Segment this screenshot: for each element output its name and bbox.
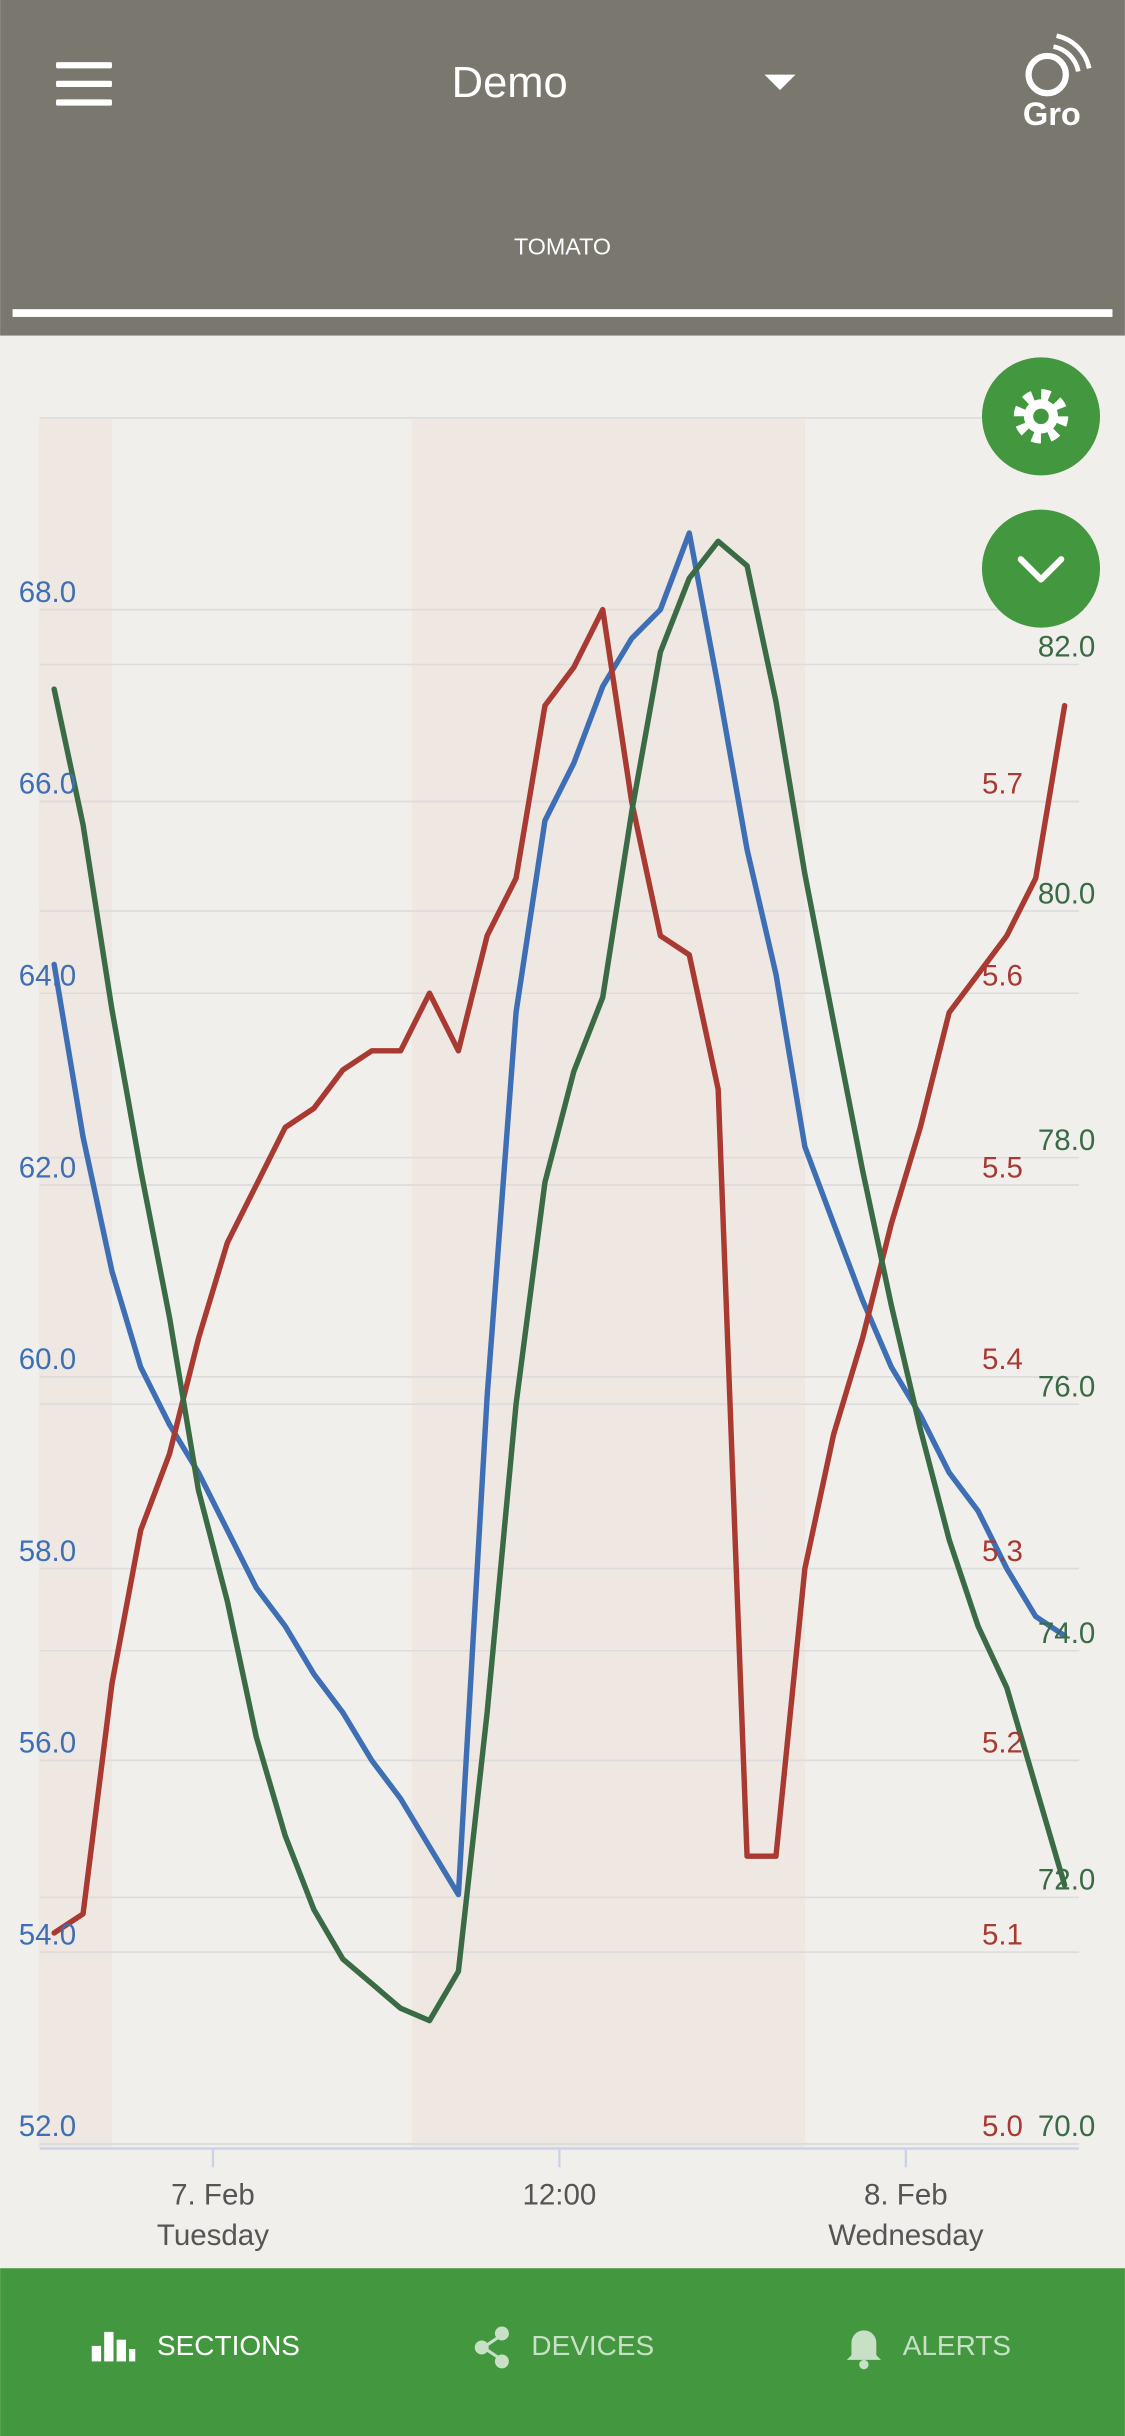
menu-button[interactable] — [56, 62, 112, 106]
series-line — [51, 538, 1068, 2024]
plot — [51, 530, 1068, 2024]
nav-icon — [91, 2345, 102, 2362]
logo: Gro — [1023, 33, 1092, 132]
y-tick-label: 70.0 — [1038, 2110, 1095, 2143]
y-tick-label: 54.0 — [19, 1918, 76, 1951]
gear-hole — [1033, 408, 1049, 425]
x-tick-label: 7. Feb — [171, 2179, 255, 2212]
y-tick-label: 56.0 — [19, 1727, 76, 1760]
series-line — [51, 530, 1068, 1898]
nav-icon — [116, 2339, 126, 2362]
nav-devices[interactable]: DEVICES — [474, 2326, 654, 2369]
y-tick-label: 5.3 — [982, 1535, 1023, 1568]
nav-icon — [846, 2330, 881, 2360]
y-tick-label: 5.5 — [982, 1151, 1023, 1184]
logo-wave — [1052, 44, 1081, 73]
y-tick-label: 80.0 — [1038, 877, 1095, 910]
chevron — [1017, 556, 1065, 583]
bottom-nav — [0, 2268, 1125, 2436]
nav-icon — [474, 2340, 489, 2355]
y-tick-label: 74.0 — [1038, 1617, 1095, 1650]
settings-button[interactable] — [981, 357, 1101, 476]
axis-labels: 52.0 54.0 56.0 58.0 60.0 62.0 64.0 66.0 68.0 5.0 5… — [19, 576, 1096, 2252]
nav-icon — [129, 2349, 136, 2362]
y-tick-label: 5.4 — [982, 1343, 1023, 1376]
x-tick-label: 12:00 — [522, 2179, 596, 2212]
nav-icon — [494, 2326, 509, 2341]
y-tick-label: 72.0 — [1038, 1864, 1095, 1897]
tab-indicator — [12, 309, 1113, 317]
logo-wave — [1055, 33, 1092, 69]
y-tick-label: 64.0 — [19, 960, 76, 993]
nav-label: ALERTS — [903, 2330, 1011, 2361]
y-tick-label: 60.0 — [19, 1343, 76, 1376]
fab — [981, 509, 1101, 628]
y-tick-label: 68.0 — [19, 576, 76, 609]
y-tick-label: 82.0 — [1038, 631, 1095, 664]
nav-icon — [494, 2354, 509, 2369]
collapse-button[interactable] — [981, 509, 1101, 628]
menu-icon-bar — [56, 99, 112, 106]
app-title[interactable]: Demo — [452, 59, 568, 107]
app-bar — [0, 0, 1125, 336]
menu-icon-bar — [56, 80, 112, 87]
y-tick-label: 5.6 — [982, 960, 1023, 993]
night-band — [38, 419, 112, 2149]
grid — [39, 417, 1080, 2168]
nav-label: SECTIONS — [157, 2330, 300, 2361]
x-tick-sublabel: Wednesday — [828, 2219, 983, 2252]
nav-label: DEVICES — [531, 2330, 654, 2361]
menu-icon-bar — [56, 62, 112, 69]
y-tick-label: 52.0 — [19, 2110, 76, 2143]
y-tick-label: 78.0 — [1038, 1124, 1095, 1157]
x-tick-label: 8. Feb — [864, 2179, 948, 2212]
y-tick-label: 58.0 — [19, 1535, 76, 1568]
logo-text: Gro — [1023, 95, 1081, 132]
logo-circle — [1025, 52, 1069, 97]
nav-alerts[interactable]: ALERTS — [846, 2330, 1011, 2370]
y-tick-label: 5.0 — [982, 2110, 1023, 2143]
y-tick-label: 5.1 — [982, 1918, 1023, 1951]
night-band — [411, 419, 805, 2149]
tab[interactable]: TOMATO — [514, 234, 611, 260]
dropdown-arrow[interactable] — [764, 74, 796, 91]
y-tick-label: 5.2 — [982, 1727, 1023, 1760]
y-tick-label: 5.7 — [982, 768, 1023, 801]
y-tick-label: 76.0 — [1038, 1370, 1095, 1403]
nav-icon — [104, 2331, 114, 2362]
gear-teeth — [1013, 389, 1069, 444]
y-tick-label: 62.0 — [19, 1151, 76, 1184]
y-tick-label: 66.0 — [19, 768, 76, 801]
nav-icon — [859, 2359, 869, 2370]
nav-sections[interactable]: SECTIONS — [91, 2330, 300, 2362]
series-line — [51, 606, 1068, 1936]
x-tick-sublabel: Tuesday — [157, 2219, 269, 2252]
